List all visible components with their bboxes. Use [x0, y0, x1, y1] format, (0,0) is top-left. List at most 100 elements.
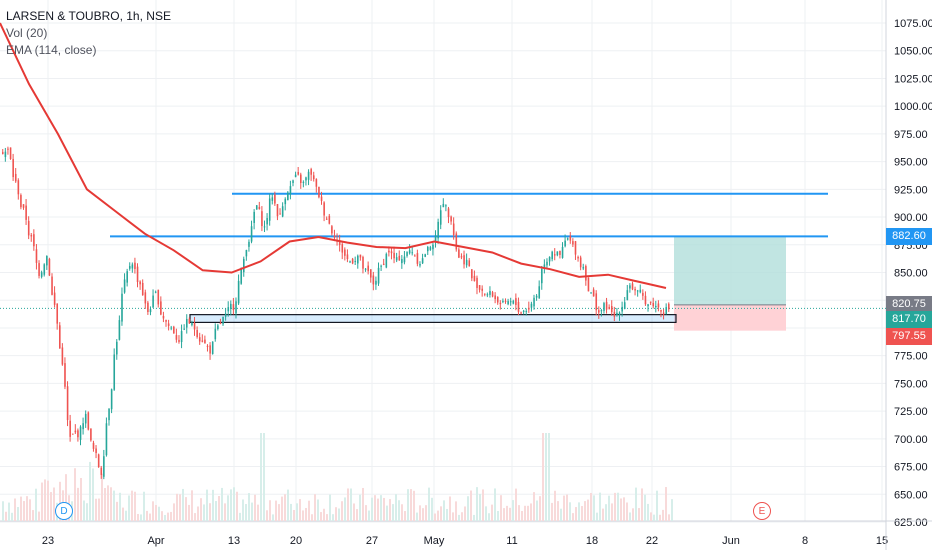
candle-body [82, 423, 84, 430]
candle-body [87, 412, 90, 430]
volume-bar [104, 488, 106, 521]
candle-body [406, 252, 408, 256]
volume-bar [128, 495, 130, 521]
volume-bar [527, 505, 529, 521]
volume-bar [206, 489, 208, 521]
candle-body [629, 285, 631, 289]
candle-body [535, 295, 538, 298]
earnings-marker[interactable]: E [753, 502, 771, 520]
candle-body [608, 307, 610, 309]
candle-body [494, 295, 496, 300]
candle-body [160, 301, 162, 315]
legend-symbol-title[interactable]: LARSEN & TOUBRO, 1h, NSE [6, 9, 171, 23]
volume-bar [170, 511, 172, 521]
candle-body [43, 264, 46, 275]
volume-bar [524, 505, 526, 521]
volume-bar [20, 496, 22, 521]
candle-body [375, 280, 377, 285]
candle-body [22, 204, 25, 208]
volume-bar [125, 510, 127, 521]
volume-bar [314, 494, 316, 521]
candle-body [97, 454, 100, 468]
ema-line [0, 22, 667, 289]
volume-bar [248, 493, 250, 521]
candle-body [507, 301, 509, 305]
legend-volume-indicator[interactable]: Vol (20) [6, 26, 48, 40]
candle-body [668, 303, 670, 310]
volume-bar [341, 501, 343, 521]
volume-bar [86, 503, 88, 521]
candle-body [147, 302, 149, 313]
volume-bar [74, 468, 76, 521]
candle-body [587, 277, 590, 292]
volume-bar [29, 499, 31, 521]
volume-bar [302, 510, 304, 521]
y-tick-label: 950.00 [894, 157, 928, 169]
volume-bar [137, 513, 139, 521]
volume-bar [179, 494, 181, 521]
volume-bar [197, 506, 199, 521]
candle-body [551, 251, 553, 260]
volume-bar [203, 504, 205, 521]
volume-bar [449, 496, 451, 521]
support-box[interactable] [189, 314, 677, 324]
volume-bar [536, 500, 538, 521]
target-price-tag: 882.60 [886, 228, 932, 245]
volume-bar [242, 499, 244, 521]
candle-body [349, 261, 351, 263]
candle-body [520, 312, 522, 314]
volume-bar [65, 474, 67, 521]
volume-bar [569, 502, 571, 521]
volume-bar [107, 485, 109, 521]
legend-ema-indicator[interactable]: EMA (114, close) [6, 43, 97, 57]
candle-body [14, 173, 17, 182]
volume-bar [122, 507, 124, 521]
candle-body [649, 301, 652, 303]
candle-body [141, 282, 144, 296]
candle-body [359, 254, 362, 258]
dividend-marker[interactable]: D [55, 502, 73, 520]
volume-bar [308, 500, 310, 521]
volume-bar [275, 500, 277, 521]
y-tick-label: 850.00 [894, 268, 928, 280]
candle-body [561, 246, 564, 258]
candle-body [297, 172, 300, 175]
volume-bar [227, 495, 229, 521]
volume-bar [383, 497, 385, 521]
candle-body [380, 265, 382, 267]
volume-bar [233, 487, 235, 521]
volume-bar [131, 490, 133, 521]
volume-bar [344, 497, 346, 521]
y-tick-label: 725.00 [894, 406, 928, 418]
x-tick-label: 15 [876, 535, 888, 547]
volume-bar [401, 504, 403, 521]
volume-bar [212, 489, 214, 521]
volume-bar [578, 502, 580, 521]
volume-bar [266, 510, 268, 521]
candle-body [564, 240, 566, 247]
volume-bar [503, 508, 505, 521]
volume-bar [650, 512, 652, 521]
volume-bar [464, 506, 466, 521]
candle-body [206, 345, 209, 347]
volume-bar [350, 488, 352, 521]
candle-body [255, 205, 258, 210]
candle-body [53, 292, 56, 305]
volume-bar [584, 501, 586, 521]
volume-bar [290, 503, 292, 521]
volume-bar [473, 514, 475, 521]
volume-bar [659, 514, 661, 521]
candle-body [211, 341, 214, 354]
candle-body [598, 310, 600, 313]
candle-body [56, 303, 59, 324]
candle-body [152, 295, 154, 308]
candle-body [128, 266, 131, 269]
candle-body [613, 311, 616, 317]
candle-body [369, 269, 372, 278]
volume-bar [380, 495, 382, 521]
volume-bar [5, 511, 7, 521]
candle-body [631, 283, 634, 290]
candle-body [2, 152, 4, 154]
